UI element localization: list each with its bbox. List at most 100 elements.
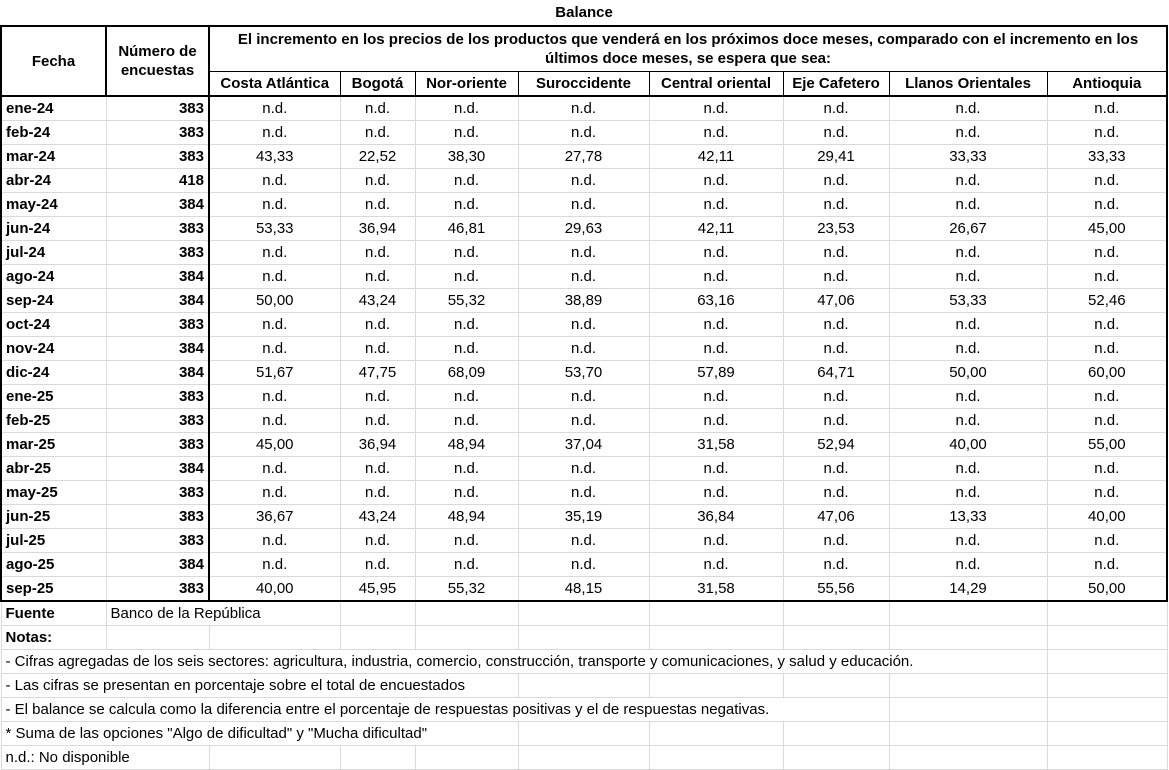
- value-cell: 53,70: [517, 360, 650, 385]
- value-cell: 53,33: [888, 288, 1048, 313]
- value-cell: 64,71: [782, 360, 890, 385]
- value-cell: 55,56: [782, 576, 890, 602]
- value-cell: n.d.: [208, 192, 341, 217]
- value-cell: n.d.: [888, 240, 1048, 265]
- empty-cell: [517, 673, 650, 698]
- value-cell: 47,06: [782, 288, 890, 313]
- value-cell: n.d.: [339, 552, 416, 577]
- empty-cell: [888, 600, 1048, 626]
- value-cell: n.d.: [888, 168, 1048, 193]
- table-row: oct-24 383 n.d. n.d. n.d. n.d. n.d. n.d. n.d. n.d…: [0, 312, 1169, 337]
- survey-count-cell: 383: [105, 528, 210, 553]
- value-cell: n.d.: [517, 528, 650, 553]
- value-cell: n.d.: [208, 528, 341, 553]
- date-cell: nov-24: [0, 336, 107, 361]
- value-cell: 45,95: [339, 576, 416, 602]
- value-cell: n.d.: [208, 384, 341, 409]
- value-cell: n.d.: [648, 528, 784, 553]
- value-cell: n.d.: [414, 168, 519, 193]
- value-cell: 22,52: [339, 144, 416, 169]
- value-cell: n.d.: [517, 192, 650, 217]
- empty-cell: [1046, 745, 1168, 770]
- value-cell: n.d.: [648, 168, 784, 193]
- value-cell: 55,00: [1046, 432, 1169, 457]
- value-cell: n.d.: [208, 168, 341, 193]
- empty-cell: [414, 625, 519, 650]
- survey-count-cell: 383: [105, 240, 210, 265]
- table-row: abr-25 384 n.d. n.d. n.d. n.d. n.d. n.d. n.d. n.d…: [0, 456, 1169, 481]
- value-cell: n.d.: [339, 95, 416, 121]
- value-cell: 13,33: [888, 504, 1048, 529]
- value-cell: n.d.: [414, 336, 519, 361]
- value-cell: n.d.: [517, 95, 650, 121]
- table-row: dic-24 384 51,67 47,75 68,09 53,70 57,89 64,71 5…: [0, 360, 1169, 385]
- table-title: Balance: [1, 0, 1168, 27]
- value-cell: 33,33: [1046, 144, 1169, 169]
- value-cell: n.d.: [648, 336, 784, 361]
- value-cell: n.d.: [782, 336, 890, 361]
- value-cell: 43,24: [339, 288, 416, 313]
- footer-row: * Suma de las opciones "Algo de dificult…: [0, 721, 1168, 746]
- value-cell: 38,30: [414, 144, 519, 169]
- empty-cell: [782, 721, 890, 746]
- value-cell: n.d.: [1046, 192, 1169, 217]
- value-cell: n.d.: [782, 240, 890, 265]
- value-cell: n.d.: [414, 384, 519, 409]
- value-cell: 55,32: [414, 576, 519, 602]
- survey-count-cell: 383: [105, 312, 210, 337]
- value-cell: n.d.: [782, 95, 890, 121]
- value-cell: n.d.: [208, 240, 341, 265]
- empty-cell: [1046, 649, 1168, 674]
- value-cell: n.d.: [782, 408, 890, 433]
- empty-cell: [782, 673, 890, 698]
- empty-cell: [888, 721, 1048, 746]
- value-cell: n.d.: [339, 384, 416, 409]
- value-cell: 31,58: [648, 576, 784, 602]
- value-cell: n.d.: [648, 95, 784, 121]
- date-cell: may-25: [0, 480, 107, 505]
- date-cell: abr-24: [0, 168, 107, 193]
- value-cell: n.d.: [208, 120, 341, 145]
- value-cell: n.d.: [888, 336, 1048, 361]
- note-text: - Las cifras se presentan en porcentaje …: [0, 673, 519, 698]
- empty-cell: [782, 625, 890, 650]
- value-cell: n.d.: [1046, 264, 1169, 289]
- survey-count-cell: 383: [105, 120, 210, 145]
- table-row: feb-24 383 n.d. n.d. n.d. n.d. n.d. n.d. n.d. n.d…: [0, 120, 1169, 145]
- date-cell: abr-25: [0, 456, 107, 481]
- table-row: may-25 383 n.d. n.d. n.d. n.d. n.d. n.d. n.d. n.d…: [0, 480, 1169, 505]
- value-cell: n.d.: [517, 480, 650, 505]
- value-cell: 45,00: [1046, 216, 1169, 241]
- value-cell: n.d.: [888, 384, 1048, 409]
- value-cell: n.d.: [782, 480, 890, 505]
- empty-cell: [782, 745, 890, 770]
- date-cell: jul-25: [0, 528, 107, 553]
- date-cell: oct-24: [0, 312, 107, 337]
- table-row: ago-24 384 n.d. n.d. n.d. n.d. n.d. n.d. n.d. n.d…: [0, 264, 1169, 289]
- value-cell: n.d.: [782, 168, 890, 193]
- value-cell: n.d.: [1046, 336, 1169, 361]
- header-fecha: Fecha: [0, 25, 107, 97]
- value-cell: n.d.: [782, 120, 890, 145]
- value-cell: 52,94: [782, 432, 890, 457]
- date-cell: feb-25: [0, 408, 107, 433]
- value-cell: n.d.: [414, 264, 519, 289]
- table-row: mar-25 383 45,00 36,94 48,94 37,04 31,58 52,94 4…: [0, 432, 1169, 457]
- value-cell: 36,84: [648, 504, 784, 529]
- value-cell: n.d.: [414, 528, 519, 553]
- value-cell: n.d.: [782, 456, 890, 481]
- value-cell: n.d.: [414, 120, 519, 145]
- value-cell: 42,11: [648, 144, 784, 169]
- empty-cell: [648, 721, 784, 746]
- table-row: mar-24 383 43,33 22,52 38,30 27,78 42,11 29,41 3…: [0, 144, 1169, 169]
- date-cell: ene-24: [0, 95, 107, 121]
- region-header: Llanos Orientales: [888, 71, 1048, 97]
- value-cell: 51,67: [208, 360, 341, 385]
- value-cell: 50,00: [1046, 576, 1169, 602]
- survey-count-cell: 384: [105, 192, 210, 217]
- value-cell: n.d.: [339, 192, 416, 217]
- empty-cell: [339, 625, 416, 650]
- value-cell: 37,04: [517, 432, 650, 457]
- date-cell: jun-25: [0, 504, 107, 529]
- value-cell: n.d.: [1046, 408, 1169, 433]
